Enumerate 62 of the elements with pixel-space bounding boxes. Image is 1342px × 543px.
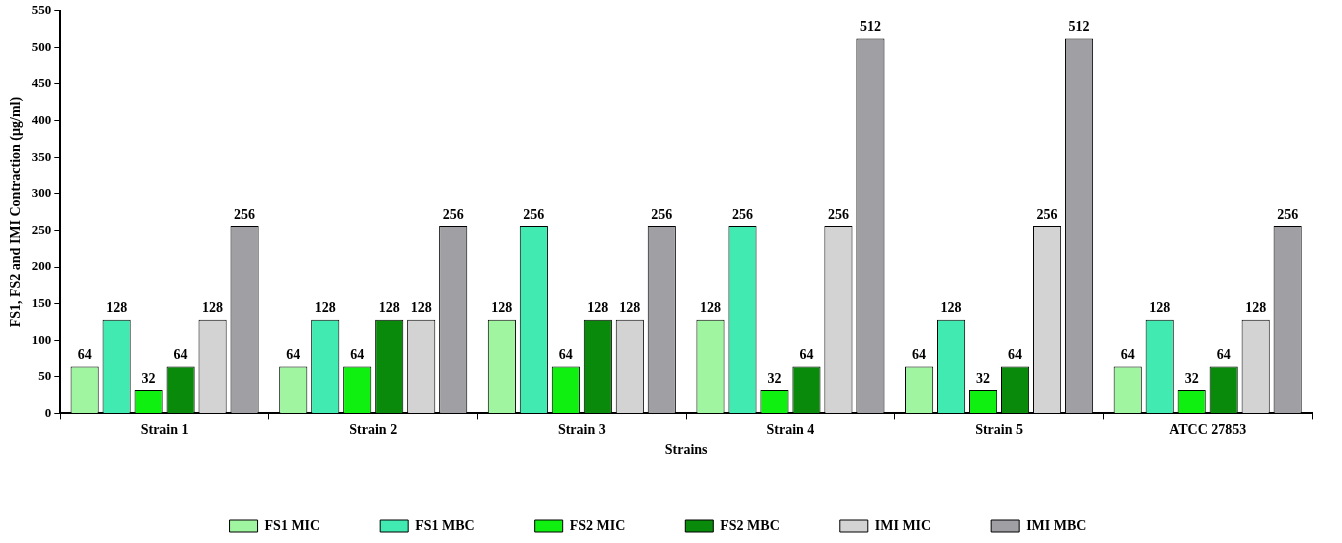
x-tick-label: Strain 2 (349, 422, 398, 438)
data-label: 128 (202, 300, 224, 316)
y-tick-label: 300 (31, 185, 52, 201)
data-label: 128 (1149, 300, 1171, 316)
legend-label: IMI MBC (1026, 517, 1087, 533)
x-tick-label: Strain 5 (975, 422, 1023, 438)
data-label: 256 (234, 206, 256, 222)
y-tick-label: 50 (38, 368, 52, 384)
data-label: 128 (940, 300, 962, 316)
data-label: 256 (1036, 206, 1058, 222)
data-label: 64 (1216, 347, 1231, 363)
data-label: 64 (912, 347, 927, 363)
data-label: 256 (827, 206, 849, 222)
data-label: 128 (587, 300, 609, 316)
data-label: 256 (651, 206, 673, 222)
legend-label: FS1 MIC (264, 517, 321, 533)
data-label: 128 (699, 300, 721, 316)
data-label: 512 (859, 19, 881, 35)
data-label: 64 (1008, 347, 1023, 363)
data-label: 256 (731, 206, 753, 222)
legend-label: FS1 MBC (415, 517, 475, 533)
data-label: 64 (558, 347, 573, 363)
data-label: 128 (410, 300, 432, 316)
data-label: 64 (799, 347, 814, 363)
y-axis-title: FS1, FS2 and IMI Contraction (µg/ml) (8, 96, 25, 328)
legend-label: IMI MIC (874, 517, 932, 533)
data-label: 512 (1068, 19, 1090, 35)
data-label: 128 (314, 300, 336, 316)
y-tick-label: 450 (31, 75, 52, 91)
x-axis-title: Strains (664, 442, 709, 458)
y-tick-label: 550 (31, 2, 52, 18)
y-tick-label: 400 (31, 111, 52, 127)
x-tick-label: Strain 3 (557, 422, 606, 438)
data-label: 32 (141, 370, 156, 386)
y-tick-label: 350 (31, 148, 52, 164)
data-label: 32 (767, 370, 782, 386)
legend-label: FS2 MIC (569, 517, 626, 533)
data-label: 64 (77, 347, 92, 363)
data-label: 128 (378, 300, 400, 316)
data-label: 32 (1184, 370, 1199, 386)
data-label: 256 (523, 206, 545, 222)
data-label: 256 (442, 206, 464, 222)
y-tick-label: 250 (31, 221, 52, 237)
data-label: 64 (286, 347, 301, 363)
y-tick-label: 100 (31, 331, 52, 347)
data-label: 128 (491, 300, 513, 316)
legend-label: FS2 MBC (720, 517, 780, 533)
y-tick-label: 500 (31, 38, 52, 54)
x-tick-label: Strain 4 (766, 422, 815, 438)
data-label: 128 (619, 300, 641, 316)
y-tick-label: 150 (31, 294, 52, 310)
data-label: 128 (106, 300, 128, 316)
data-label: 64 (1120, 347, 1135, 363)
y-tick-label: 0 (44, 404, 52, 420)
data-label: 64 (173, 347, 188, 363)
data-label: 32 (976, 370, 991, 386)
data-label: 256 (1277, 206, 1299, 222)
x-tick-label: ATCC 27853 (1169, 422, 1247, 438)
data-label: 64 (350, 347, 365, 363)
x-tick-label: Strain 1 (140, 422, 189, 438)
y-tick-label: 200 (31, 258, 52, 274)
data-label: 128 (1245, 300, 1267, 316)
